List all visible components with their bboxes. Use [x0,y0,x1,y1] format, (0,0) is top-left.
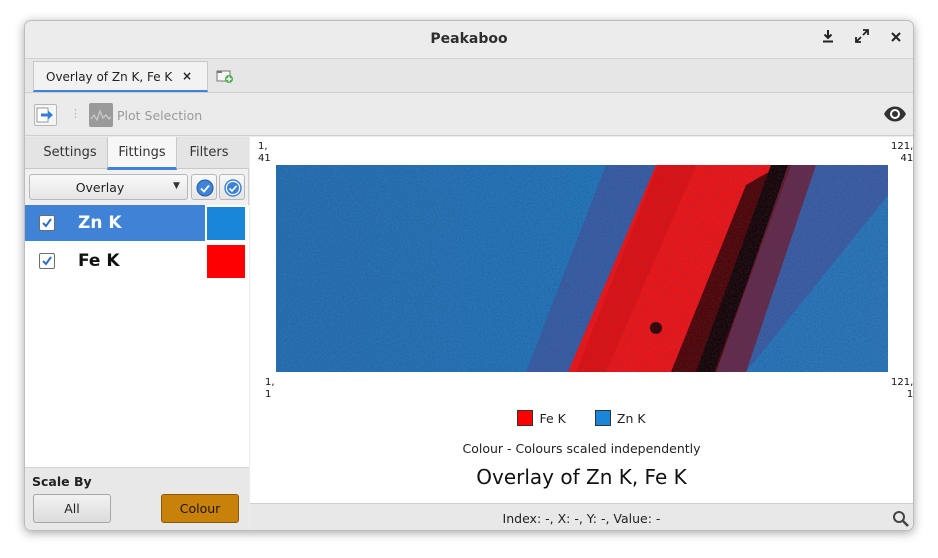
fitting-color-swatch-fe-k[interactable] [207,245,245,278]
fitting-row-fe-k[interactable]: Fe K [25,243,249,281]
status-bar: Index: -, X: -, Y: -, Value: - [250,503,913,530]
document-tab-bar: Overlay of Zn K, Fe K × [25,59,913,93]
scale-description: Colour - Colours scaled independently [462,441,701,456]
corner-label-top-left-text: 1, 41 [258,141,271,164]
chevron-down-icon: ▼ [173,181,180,191]
sidebar-tabs: Settings Fittings Filters [25,137,249,170]
selection-highlight [25,205,205,241]
mode-select-value: Overlay [75,180,125,195]
plot-selection-icon [89,103,113,127]
mode-select[interactable]: Overlay ▼ [29,174,188,200]
tab-filters[interactable]: Filters [189,145,229,160]
fittings-list: Zn K Fe K [25,205,249,467]
close-icon[interactable] [885,29,907,51]
legend-item-fe-k: Fe K [517,410,566,426]
sidebar: Settings Fittings Filters Overlay ▼ Zn K [25,137,249,530]
scale-by-label: Scale By [32,474,92,489]
title-bar: Peakaboo [25,21,913,59]
scale-colour-button[interactable]: Colour [161,494,239,523]
overlay-map-image[interactable] [276,165,888,372]
legend-swatch-fe-k [517,410,534,426]
legend-label: Fe K [539,411,566,426]
corner-label-top-right: 121, 41 [891,141,914,164]
toolbar: ⋮ Plot Selection [25,93,913,136]
status-text: Index: -, X: -, Y: -, Value: - [502,511,661,526]
map-panel: 1, 41 121, 41 1, 1 121, 1 [250,137,913,503]
window-title: Peakaboo [430,31,508,47]
document-tab-label: Overlay of Zn K, Fe K [46,70,173,84]
scale-all-button[interactable]: All [33,494,111,523]
export-button[interactable] [34,104,57,126]
scale-by-panel: Scale By All Colour [25,467,249,530]
fitting-color-swatch-zn-k[interactable] [207,207,245,240]
zoom-icon[interactable] [892,510,910,528]
tab-close-icon[interactable]: × [182,69,193,83]
fitting-label-fe-k: Fe K [78,251,120,271]
fitting-label-zn-k: Zn K [78,213,122,233]
toolbar-separator: ⋮ [70,107,81,120]
eye-icon[interactable] [883,105,907,123]
fitting-row-zn-k[interactable]: Zn K [25,205,249,243]
tab-fittings[interactable]: Fittings [107,137,177,170]
select-none-button[interactable] [219,174,245,200]
app-window: Peakaboo Overlay of Zn K, Fe K × ⋮ Plot … [24,20,914,531]
plot-selection-button[interactable]: Plot Selection [117,108,203,123]
fitting-checkbox-fe-k[interactable] [39,253,55,269]
corner-label-bottom-left: 1, 1 [265,377,275,400]
legend-label: Zn K [616,411,646,426]
download-icon[interactable] [817,29,839,51]
fitting-checkbox-zn-k[interactable] [39,215,55,231]
document-tab[interactable]: Overlay of Zn K, Fe K × [33,61,208,92]
new-tab-icon[interactable] [216,68,234,84]
select-all-button[interactable] [191,174,217,200]
map-legend: Fe K Zn K [250,408,913,427]
legend-swatch-zn-k [594,410,611,426]
corner-label-bottom-right: 121, 1 [891,377,914,400]
tab-settings[interactable]: Settings [43,145,97,160]
maximize-icon[interactable] [851,29,873,51]
map-title: Overlay of Zn K, Fe K [476,465,687,489]
legend-item-zn-k: Zn K [594,410,646,426]
